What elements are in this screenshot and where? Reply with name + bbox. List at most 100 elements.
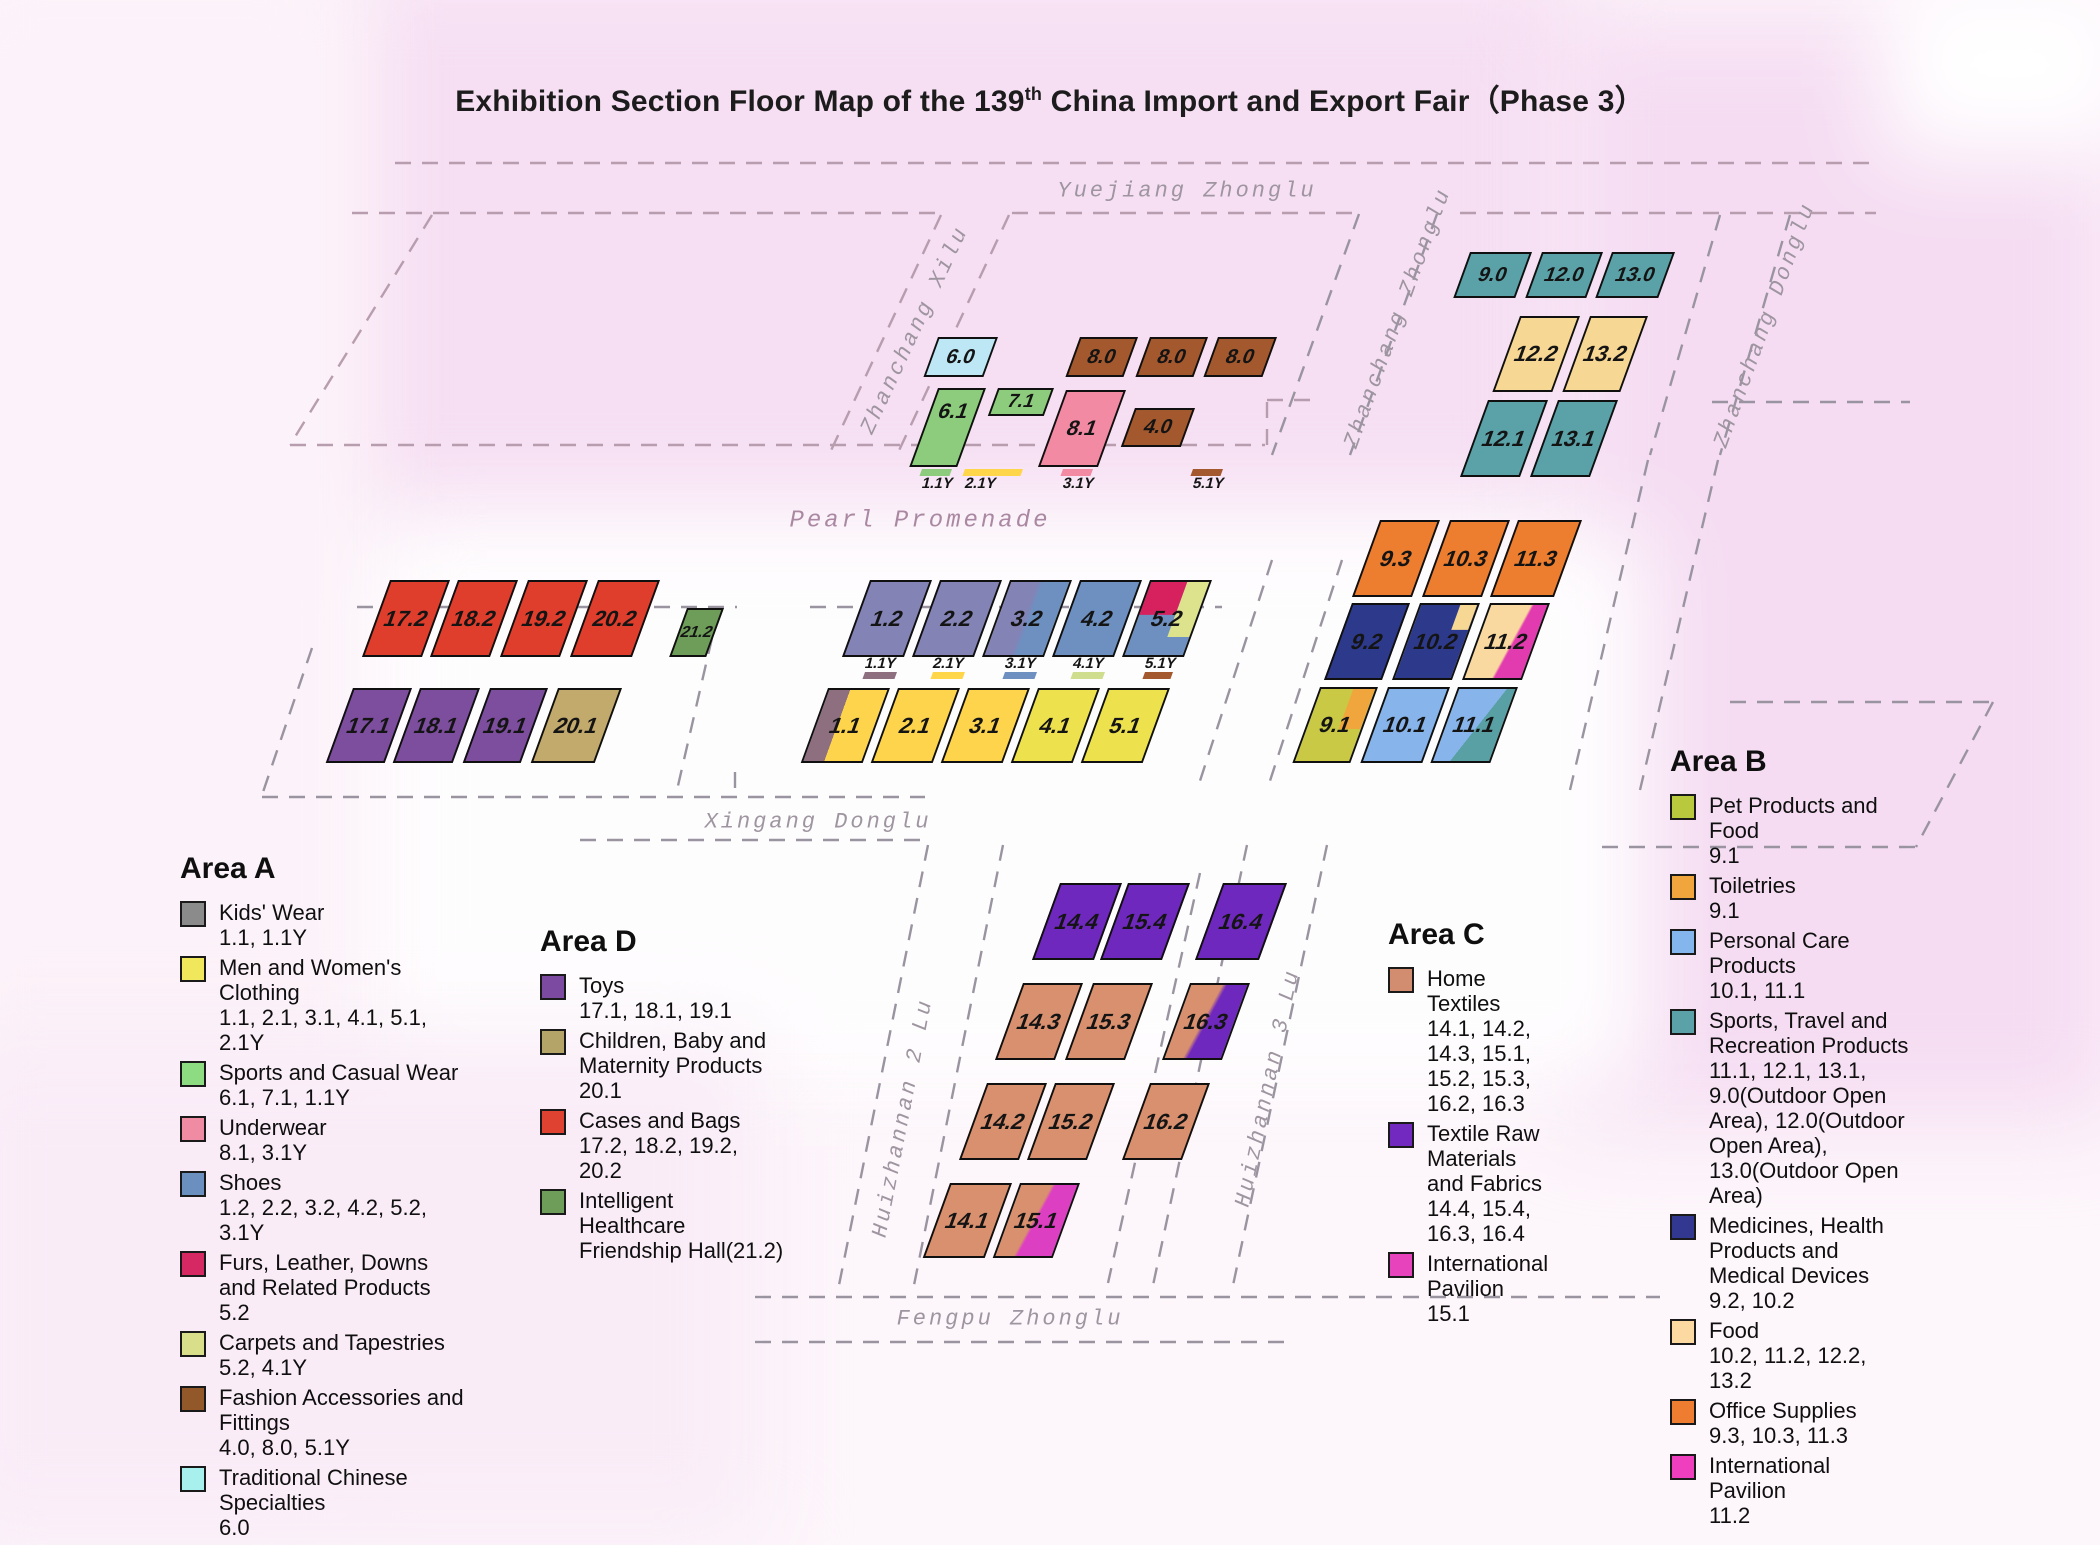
- legend-item-codes: 11.1, 12.1, 13.1, 9.0(Outdoor Open Area)…: [1709, 1058, 1905, 1208]
- mezzanine-label: 3.1Y: [1003, 655, 1039, 672]
- mezzanine-3.1Y: 3.1Y: [1060, 469, 1096, 492]
- legend-item-codes: 6.1, 7.1, 1.1Y: [219, 1085, 350, 1110]
- mezzanine-3.1Y: 3.1Y: [1002, 655, 1039, 679]
- legend-item: Sports and Casual Wear 6.1, 7.1, 1.1Y: [180, 1060, 470, 1110]
- hall-number: 17.2: [380, 605, 433, 631]
- hall-number: 8.0: [1083, 345, 1120, 368]
- road-line: [1914, 701, 1995, 848]
- hall-number: 14.2: [977, 1108, 1030, 1134]
- legend-item-text: Pet Products and Food 9.1: [1709, 793, 1910, 868]
- hall-number: 11.3: [1510, 545, 1562, 571]
- legend-item-text: Toiletries 9.1: [1709, 873, 1796, 923]
- legend-item-codes: 1.1, 2.1, 3.1, 4.1, 5.1, 2.1Y: [219, 1005, 427, 1055]
- mezzanine-color-bar: [1142, 672, 1173, 679]
- mezzanine-label: 5.1Y: [1143, 655, 1179, 672]
- legend-color-swatch: [540, 1029, 566, 1055]
- legend-item: International Pavilion 11.2: [1670, 1453, 1910, 1528]
- legend-item-label: Home Textiles: [1427, 966, 1501, 1016]
- legend-item-codes: 20.1: [579, 1078, 622, 1103]
- legend-color-swatch: [1670, 929, 1696, 955]
- mezzanine-4.1Y: 4.1Y: [1070, 655, 1106, 679]
- legend-color-swatch: [1388, 1122, 1414, 1148]
- legend-item: Carpets and Tapestries 5.2, 4.1Y: [180, 1330, 470, 1380]
- legend-item-text: International Pavilion 11.2: [1709, 1453, 1910, 1528]
- legend-item-codes: 9.2, 10.2: [1709, 1288, 1795, 1313]
- legend-color-swatch: [1670, 1009, 1696, 1035]
- hall-number: 10.1: [1379, 712, 1432, 737]
- road-line: [1265, 559, 1344, 791]
- mezzanine-1.1Y: 1.1Y: [919, 469, 955, 492]
- road-line: [826, 214, 943, 458]
- hall-number: 1.2: [867, 605, 908, 631]
- legend-item: Personal Care Products 10.1, 11.1: [1670, 928, 1910, 1003]
- legend-color-swatch: [1670, 1454, 1696, 1480]
- legend-item-text: Furs, Leather, Downs and Related Product…: [219, 1250, 470, 1325]
- legend-item-label: Personal Care Products: [1709, 928, 1850, 978]
- legend-item-label: Carpets and Tapestries: [219, 1330, 445, 1355]
- legend-area-title: Area C: [1388, 918, 1485, 951]
- legend-color-swatch: [1388, 1252, 1414, 1278]
- hall-number: 12.0: [1540, 263, 1588, 286]
- legend-color-swatch: [1670, 1399, 1696, 1425]
- hall-number: 12.1: [1478, 425, 1531, 451]
- legend-item-codes: 17.2, 18.2, 19.2, 20.2: [579, 1133, 739, 1183]
- hall-number: 8.0: [1222, 345, 1259, 368]
- legend-item-codes: 5.2: [219, 1300, 250, 1325]
- legend-item-text: International Pavilion 15.1: [1427, 1251, 1558, 1326]
- hall-number: 7.1: [1004, 391, 1039, 412]
- mezzanine-color-bar: [862, 672, 897, 679]
- legend-item-label: Office Supplies: [1709, 1398, 1857, 1423]
- mezzanine-label: 5.1Y: [1191, 475, 1227, 492]
- hall-number: 5.2: [1147, 605, 1188, 631]
- legend-item-codes: 10.2, 11.2, 12.2, 13.2: [1709, 1343, 1867, 1393]
- mezzanine-1.1Y: 1.1Y: [862, 655, 898, 679]
- floor-map: Exhibition Section Floor Map of the 139t…: [180, 0, 2100, 1540]
- hall-number: 18.1: [410, 712, 463, 738]
- hall-number: 6.0: [942, 345, 979, 368]
- hall-number: 4.0: [1140, 416, 1176, 438]
- legend-item: International Pavilion 15.1: [1388, 1251, 1558, 1326]
- legend-item: Furs, Leather, Downs and Related Product…: [180, 1250, 470, 1325]
- legend-item-codes: 5.2, 4.1Y: [219, 1355, 308, 1380]
- legend-item-label: Toiletries: [1709, 873, 1796, 898]
- legend-item-codes: 17.1, 18.1, 19.1: [579, 998, 732, 1023]
- hall-number: 3.1: [965, 712, 1006, 738]
- legend-item-codes: 14.1, 14.2, 14.3, 15.1, 15.2, 15.3, 16.2…: [1427, 1016, 1531, 1116]
- legend-item: Toiletries 9.1: [1670, 873, 1910, 923]
- legend-item-label: Furs, Leather, Downs and Related Product…: [219, 1250, 431, 1300]
- road-lines-group: [260, 161, 1995, 1344]
- legend-item-codes: 11.2: [1709, 1503, 1751, 1528]
- legend-item-label: Pet Products and Food: [1709, 793, 1878, 843]
- road-line: [1348, 213, 1439, 456]
- road-line: [260, 647, 314, 796]
- title-text: Exhibition Section Floor Map of the 139: [455, 85, 1025, 118]
- legend-item: Food 10.2, 11.2, 12.2, 13.2: [1670, 1318, 1910, 1393]
- road-label-yuejiang-zhonglu: Yuejiang Zhonglu: [1057, 178, 1317, 204]
- legend-item-label: Medicines, Health Products and Medical D…: [1709, 1213, 1884, 1288]
- hall-number: 16.3: [1180, 1008, 1233, 1034]
- legend-item-text: Food 10.2, 11.2, 12.2, 13.2: [1709, 1318, 1910, 1393]
- mezzanine-color-bar: [1002, 672, 1037, 679]
- legend-item-label: Intelligent Healthcare Friendship Hall(2…: [579, 1188, 784, 1263]
- legend-item-text: Carpets and Tapestries 5.2, 4.1Y: [219, 1330, 445, 1380]
- hall-number: 11.2: [1480, 628, 1532, 654]
- hall-number: 9.2: [1347, 628, 1388, 654]
- hall-number: 20.2: [589, 605, 642, 631]
- legend-color-swatch: [540, 1109, 566, 1135]
- legend-color-swatch: [180, 1171, 206, 1197]
- hall-number: 5.1: [1105, 712, 1146, 738]
- legend-area-c: Area C Home Textiles 14.1, 14.2, 14.3, 15.…: [1388, 918, 1558, 1331]
- legend-item-text: Sports, Travel and Recreation Products 11…: [1709, 1008, 1910, 1208]
- legend-item: Cases and Bags 17.2, 18.2, 19.2, 20.2: [540, 1108, 785, 1183]
- legend-color-swatch: [180, 1466, 206, 1492]
- road-line: [1230, 844, 1329, 1291]
- hall-number: 15.4: [1119, 908, 1172, 934]
- hall-number: 18.2: [448, 605, 501, 631]
- hall-number: 13.0: [1611, 263, 1659, 286]
- title-text: China Import and Export Fair（Phase 3）: [1042, 85, 1645, 118]
- legend-item-codes: 9.1: [1709, 898, 1740, 923]
- legend-color-swatch: [1670, 794, 1696, 820]
- legend-color-swatch: [180, 1386, 206, 1412]
- hall-number: 13.2: [1579, 341, 1632, 366]
- legend-item: Toys 17.1, 18.1, 19.1: [540, 973, 785, 1023]
